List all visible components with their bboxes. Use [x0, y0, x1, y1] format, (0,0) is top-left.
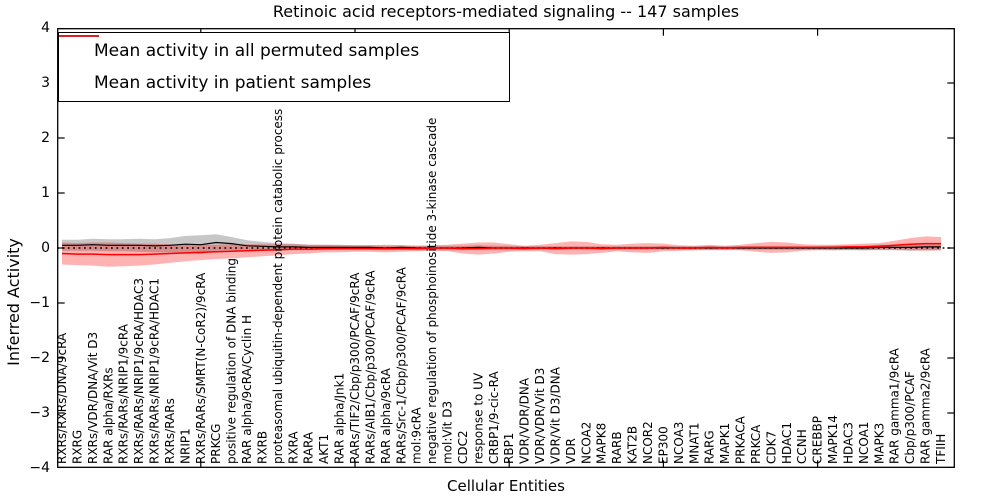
x-tick-label: AKT1 — [317, 434, 331, 464]
y-tick-label: 2 — [41, 130, 50, 146]
x-tick-label: MAPK3 — [872, 423, 886, 464]
x-tick-label: CDC2 — [456, 430, 470, 464]
x-tick-label: EP300 — [656, 426, 670, 464]
x-tick-label: Cbp/p300/PCAF — [903, 371, 917, 464]
x-tick-label: NCOA3 — [672, 422, 686, 464]
x-tick-label: NCOA1 — [857, 422, 871, 464]
x-tick-label: RXRs/RARs/SMRT(N-CoR2)/9cRA — [194, 272, 208, 464]
x-tick-label: VDR/VDR/DNA — [518, 377, 532, 464]
x-tick-label: CDK7 — [764, 431, 778, 464]
x-tick-label: VDR/VDR/Vit D3 — [533, 368, 547, 464]
x-tick-label: RXRs/RARs/NRIP1/9cRA/HDAC3 — [132, 278, 146, 464]
legend-line-patient-swatch — [59, 35, 99, 37]
x-tick-label: HDAC1 — [780, 422, 794, 464]
x-tick-label: RARs/Src-1/Cbp/p300/PCAF/9cRA — [394, 266, 408, 464]
y-tick-label: −2 — [29, 350, 50, 366]
x-tick-label: RXRs/VDR/DNA/Vit D3 — [86, 332, 100, 464]
x-tick-label: MAPK14 — [826, 415, 840, 464]
x-tick-label: proteasomal ubiquitin-dependent protein … — [271, 109, 285, 464]
x-tick-label: MAPK8 — [595, 423, 609, 464]
x-tick-label: VDR/Vit D3/DNA — [549, 366, 563, 464]
y-tick-label: 1 — [41, 185, 50, 201]
series-line-patient — [61, 242, 941, 256]
x-tick-label: MAPK1 — [718, 423, 732, 464]
x-tick-label: RXRs/RXRs/DNA/9cRA — [57, 332, 69, 464]
x-tick-label: RAR alpha/9cRA/Cyclin H — [240, 315, 254, 464]
legend-label-permuted: Mean activity in all permuted samples — [94, 41, 420, 61]
x-tick-label: positive regulation of DNA binding — [225, 258, 239, 464]
x-tick-label: PRKACA — [734, 415, 748, 464]
legend-item-permuted: Mean activity in all permuted samples — [59, 35, 509, 67]
x-tick-label: negative regulation of phosphoinositide … — [425, 118, 439, 464]
x-tick-label: PRKCA — [749, 424, 763, 464]
confidence-band-patient — [62, 236, 941, 267]
legend-item-patient: Mean activity in patient samples — [59, 35, 509, 99]
x-tick-label: KAT2B — [626, 426, 640, 464]
x-tick-label: CCNH — [795, 429, 809, 464]
x-tick-label: mol:Vit D3 — [441, 401, 455, 464]
x-tick-label: RXRB — [256, 431, 270, 464]
x-tick-label: RAR alpha/9cRA — [379, 367, 393, 464]
x-tick-label: RXRs/RARs/NRIP1/9cRA/HDAC1 — [148, 278, 162, 464]
x-tick-label: RARs/AIB1/Cbp/p300/PCAF/9cRA — [363, 270, 377, 464]
x-tick-label: TFIIH — [934, 434, 948, 465]
x-tick-label: NRIP1 — [178, 428, 192, 464]
x-tick-label: RARA — [302, 431, 316, 464]
y-tick-label: −3 — [29, 405, 50, 421]
x-tick-label: RXRs/RARs — [163, 398, 177, 464]
legend: Mean activity in all permuted samples Me… — [58, 32, 510, 102]
plot-title: Retinoic acid receptors-mediated signali… — [272, 2, 740, 21]
x-tick-label: CRBP1/9-cic-RA — [487, 370, 501, 464]
x-tick-label: RAR gamma2/9cRA — [919, 347, 933, 464]
y-tick-label: −1 — [29, 295, 50, 311]
y-tick-label: −4 — [29, 460, 50, 476]
x-tick-label: VDR — [564, 438, 578, 464]
x-tick-label: NCOA2 — [579, 422, 593, 464]
x-tick-label: CREBBP — [811, 416, 825, 464]
x-axis-label: Cellular Entities — [447, 477, 565, 495]
x-tick-label: RARB — [610, 431, 624, 464]
x-tick-label: RXRs/RARs/NRIP1/9cRA — [117, 323, 131, 464]
y-tick-label: 4 — [41, 20, 50, 36]
x-tick-label: RXRA — [286, 431, 300, 464]
x-tick-label: response to UV — [471, 372, 485, 464]
x-tick-label: RBP1 — [502, 433, 516, 464]
plot-border — [57, 28, 955, 468]
x-tick-label: RARG — [703, 430, 717, 464]
x-tick-label: PRKCG — [209, 424, 223, 464]
x-tick-label: RAR alpha/Jnk1 — [333, 373, 347, 464]
legend-label-patient: Mean activity in patient samples — [94, 73, 372, 93]
y-tick-label: 3 — [41, 75, 50, 91]
x-tick-label: RAR gamma1/9cRA — [888, 347, 902, 464]
x-tick-label: RARs/TIF2/Cbp/p300/PCAF/9cRA — [348, 272, 362, 464]
y-tick-label: 0 — [41, 240, 50, 256]
x-tick-label: RXRG — [70, 430, 84, 464]
plot-area: RXRs/RXRs/DNA/9cRA RXRG RXRs/VDR/DNA/Vit D… — [57, 28, 955, 468]
x-tick-label: mol:9cRA — [410, 407, 424, 464]
x-tick-label: RAR alpha/RXRs — [101, 367, 115, 464]
x-tick-label: NCOR2 — [641, 421, 655, 464]
x-tick-label: MNAT1 — [687, 422, 701, 464]
plot-svg: RXRs/RXRs/DNA/9cRA RXRG RXRs/VDR/DNA/Vit D… — [57, 28, 955, 468]
x-tick-label: HDAC3 — [842, 422, 856, 464]
